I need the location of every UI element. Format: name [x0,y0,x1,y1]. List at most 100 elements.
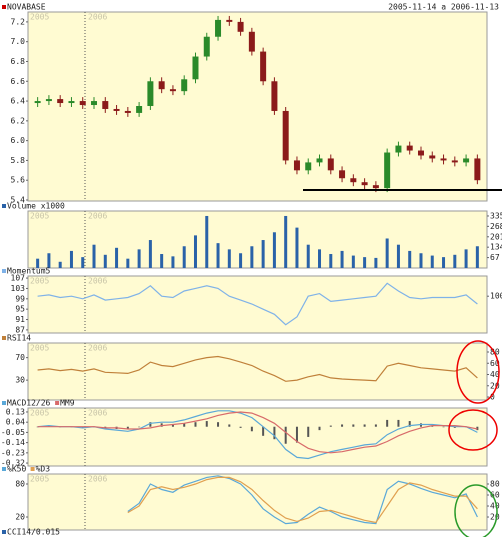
candle-body [79,101,86,106]
indicator-line [37,410,478,460]
candle-body [136,106,143,113]
y-tick-label: 6.8 [11,57,26,66]
year-label: 2006 [88,212,107,221]
candle-body [339,170,346,179]
volume-bar [47,253,51,268]
histogram-bar [363,424,366,427]
y-tick-label: 91 [15,315,25,324]
indicator-line [127,475,478,525]
volume-bar [430,255,434,268]
highlight-circle [454,484,498,537]
year-label: 2005 [30,409,49,418]
year-label: 2006 [88,409,107,418]
y-tick-label: 20 [15,513,25,522]
candle-body [237,21,244,32]
year-label: 2005 [30,277,49,286]
date-range: 2005-11-14 a 2006-11-13 [388,3,499,12]
volume-bar [272,232,276,268]
volume-bar [227,249,231,268]
highlight-circle [456,340,500,404]
candle-body [316,158,323,163]
year-label: 2006 [88,475,107,484]
y2-tick-label: 40 [490,502,500,511]
candle-body [68,101,75,104]
volume-bar [103,254,107,268]
histogram-bar [183,423,186,427]
volume-bar [284,215,288,268]
y-tick-label: -0.14 [1,438,25,447]
y-tick-label: 134 [490,243,502,252]
volume-bar [160,254,164,268]
panel-title: %D3 [36,465,51,474]
volume-bar [419,253,423,268]
plot-area [27,275,488,334]
volume-bar [69,250,73,268]
plot-area [27,407,488,467]
y2-tick-label: 40 [490,370,500,379]
histogram-bar [126,426,129,429]
y-tick-label: 6.2 [11,116,26,125]
volume-bar [239,253,243,268]
candle-body [158,81,165,90]
candle-body [350,178,357,183]
candle-body [91,101,98,106]
legend-swatch [55,401,60,405]
legend-swatch [2,5,6,9]
y2-tick-label: 20 [490,513,500,522]
volume-bar [126,258,130,268]
y-tick-label: 5.4 [11,196,26,205]
year-label: 2006 [88,277,107,286]
histogram-bar [284,426,287,444]
panels: NOVABASE 2005-11-14 a 2006-11-13 2005 2006 7… [1,3,502,537]
candle-body [282,110,289,161]
histogram-bar [149,422,152,427]
panel-title: Volume x1000 [7,202,65,211]
volume-bar [182,246,186,268]
histogram-bar [138,426,141,428]
volume-bar [137,249,141,268]
y-tick-label: 7.0 [11,37,26,46]
volume-bar [408,250,412,268]
histogram-bar [217,422,220,427]
candle-body [113,108,120,111]
candle-body [34,101,41,104]
y2-tick-label: 0 [490,393,495,402]
volume-bar [340,250,344,268]
y-tick-label: 201 [490,232,502,241]
volume-bar [36,258,40,268]
year-label: 2006 [88,344,107,353]
y2-tick-label: 100 [490,292,502,301]
y2-tick-label: 20 [490,381,500,390]
volume-bar [453,254,457,268]
histogram-bar [205,421,208,427]
volume-bar [193,235,197,268]
candle-body [260,51,267,82]
panel-title: %K50 [7,465,26,474]
y-tick-label: 0.13 [6,407,25,416]
histogram-bar [171,424,174,427]
y-tick-label: 6.4 [11,97,26,106]
histogram-bar [374,424,377,427]
candle-body [45,99,52,102]
histogram-bar [397,419,400,427]
candle-body [361,182,368,186]
candle-body [57,99,64,104]
y-tick-label: 5.8 [11,156,26,165]
volume-bar [318,249,322,268]
legend-swatch [2,269,6,273]
year-label: 2005 [30,344,49,353]
y2-tick-label: 80 [490,480,500,489]
legend-swatch [2,401,6,405]
volume-bar [329,254,333,268]
volume-bar [115,247,119,268]
y-tick-label: -0.32 [1,459,25,468]
candle-body [181,79,188,92]
y-tick-label: 30 [15,376,25,385]
y-tick-label: -0.05 [1,428,25,437]
candle-body [451,160,458,163]
histogram-bar [295,426,298,443]
candle-body [215,19,222,37]
y-tick-label: 6.6 [11,77,26,86]
panel-title: NOVABASE [7,3,46,12]
y2-tick-label: 60 [490,359,500,368]
